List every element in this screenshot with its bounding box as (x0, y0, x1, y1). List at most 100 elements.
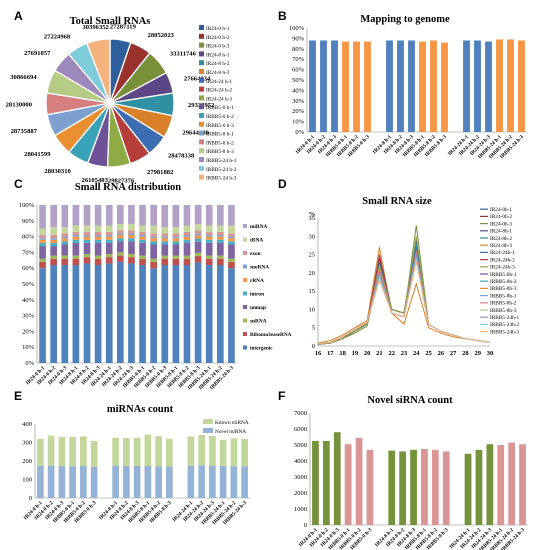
legend-swatch (199, 113, 204, 118)
bar-segment (150, 268, 157, 363)
y-tick-label: 2000 (294, 490, 307, 497)
bar-segment (94, 231, 102, 236)
y-tick-label: 200 (22, 458, 32, 465)
legend-swatch (199, 148, 204, 154)
bar-segment (194, 241, 202, 253)
bar-segment (80, 436, 87, 466)
bar-segment (194, 262, 202, 363)
bar-segment (183, 242, 191, 256)
bar-segment (39, 205, 46, 229)
bar-segment (183, 258, 191, 266)
bar-segment (205, 225, 213, 232)
series-line (317, 250, 491, 345)
pie-value-label: 27664034 (184, 76, 211, 83)
legend-swatch (243, 264, 247, 269)
legend-swatch (199, 69, 204, 74)
bar-segment (150, 241, 157, 245)
bar-segment (105, 205, 113, 226)
bar-segment (194, 256, 202, 263)
bar-segment (161, 233, 169, 237)
bar (441, 42, 448, 133)
legend-label: intron (250, 292, 264, 298)
legend-label: IR24-24h-1 (490, 250, 515, 256)
bar-segment (105, 235, 113, 237)
bar-segment (39, 268, 46, 363)
bar-segment (105, 242, 113, 254)
y-tick-label: 1000 (294, 506, 307, 513)
bar-segment (50, 246, 57, 256)
bar-segment (228, 241, 235, 245)
bar-segment (47, 435, 55, 466)
pie-value-label: 27981882 (147, 169, 174, 176)
y-tick-label: 5000 (294, 442, 307, 449)
y-tick-label: 6000 (294, 426, 307, 433)
bar-segment (150, 244, 157, 259)
series-line (317, 254, 491, 345)
y-tick-label: 300 (22, 440, 32, 447)
bar-segment (172, 227, 180, 234)
bar-segment (228, 244, 235, 259)
chart-d-title: Small RNA size (362, 196, 432, 207)
legend-swatch (243, 318, 247, 323)
legend-swatch (199, 86, 204, 92)
series-line (317, 236, 491, 345)
x-tick-label: 26 (438, 350, 445, 357)
y-tick-label: 90% (292, 35, 305, 42)
bar-segment (58, 436, 66, 466)
x-tick-label: 21 (376, 350, 383, 357)
bar-segment (219, 465, 227, 498)
bar-segment (50, 258, 57, 266)
pie-value-label: 28478338 (168, 153, 195, 160)
bar-segment (94, 225, 102, 232)
bar-segment (61, 258, 69, 266)
y-tick-label: 50% (292, 77, 305, 84)
bar-segment (61, 205, 69, 228)
bar-segment (144, 434, 152, 466)
panel-label-e: E (14, 389, 22, 403)
y-tick-label: 20% (22, 328, 35, 335)
bar-segment (83, 225, 91, 232)
y-tick-label: 35 (309, 215, 316, 222)
bar-segment (105, 257, 113, 264)
series-line (317, 254, 491, 345)
bar-segment (217, 255, 224, 259)
bar (366, 449, 374, 525)
bar (399, 451, 407, 525)
bar (309, 40, 316, 133)
bar-segment (172, 241, 180, 245)
bar (475, 449, 483, 525)
pie-value-label: 28041599 (24, 151, 51, 158)
y-tick-label: 40% (292, 87, 305, 94)
x-tick-label: 28 (462, 350, 469, 357)
chart-d: Small RNA size% 0 5 10 15 20 25 30 35 16 17 18 19 20 2… (309, 196, 520, 357)
bar-segment (94, 235, 102, 237)
x-tick-label: 16 (315, 350, 322, 357)
bar-segment (39, 239, 46, 243)
bar-segment (39, 235, 46, 239)
x-tick-label: 25 (425, 350, 432, 357)
bar-segment (94, 236, 102, 240)
bar-segment (50, 239, 57, 243)
bar-segment (161, 205, 169, 228)
y-tick-label: 10 (309, 306, 316, 313)
bar-segment (230, 438, 238, 467)
bar-segment (128, 230, 135, 234)
bar-segment (83, 257, 91, 264)
panel-label-d: D (278, 177, 287, 191)
bar-segment (205, 265, 213, 363)
bar-segment (83, 253, 91, 258)
legend-label: IRBB5-0 h-1 (206, 105, 234, 111)
bar-segment (183, 265, 191, 363)
bar-segment (139, 239, 146, 243)
bar (485, 41, 492, 132)
bar (353, 41, 360, 132)
legend-label: IRBB5-8h-1 (490, 293, 517, 299)
bar-segment (194, 224, 202, 231)
y-tick-label: 0 (29, 495, 32, 502)
legend-label: IR24-24 h-2 (206, 88, 232, 94)
bar-segment (217, 225, 224, 232)
bar-segment (241, 466, 248, 498)
bar-segment (228, 225, 235, 234)
